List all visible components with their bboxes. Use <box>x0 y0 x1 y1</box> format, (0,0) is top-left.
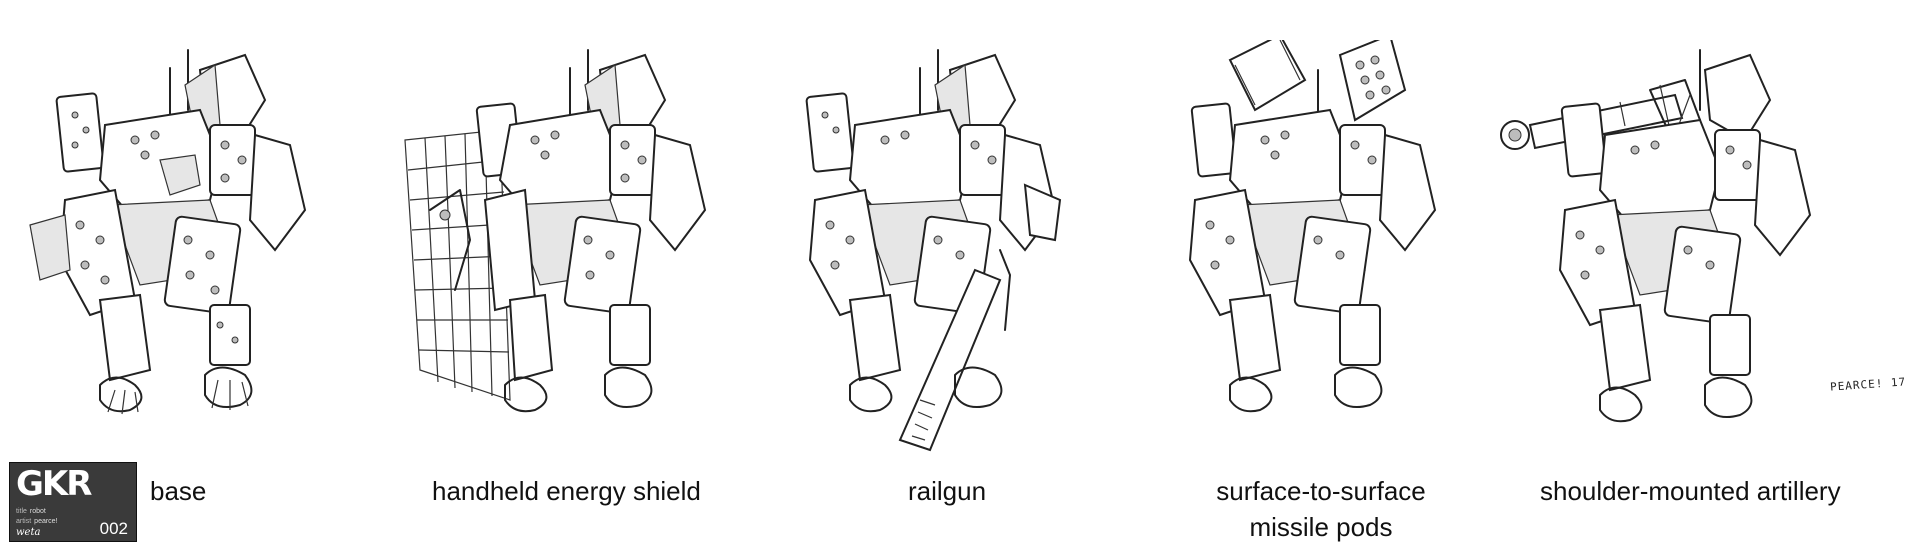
title-block: GKR title robot artist pearce! weta 002 <box>9 462 137 542</box>
robot-shield-icon <box>400 40 740 460</box>
caption-missile-pods: surface-to-surface missile pods <box>1216 476 1426 542</box>
title-key: title <box>16 508 27 515</box>
caption-railgun: railgun <box>908 476 987 506</box>
caption-shoulder-artillery: shoulder-mounted artillery <box>1540 476 1841 506</box>
gkr-logo: GKR <box>16 464 92 504</box>
title-row: title robot <box>16 507 46 516</box>
robot-artillery-icon <box>1490 40 1850 460</box>
title-value: robot <box>29 508 46 515</box>
artist-row: artist pearce! <box>16 517 58 526</box>
robot-base-icon <box>20 40 360 460</box>
robot-missile-pods-icon <box>1150 40 1490 460</box>
caption-base: base <box>150 476 207 506</box>
sheet-number: 002 <box>99 519 128 538</box>
artist-value: pearce! <box>34 518 58 525</box>
artist-key: artist <box>16 518 32 525</box>
caption-handheld-energy-shield: handheld energy shield <box>432 476 701 506</box>
studio-mark: weta <box>16 527 41 538</box>
robot-railgun-icon <box>770 40 1110 460</box>
